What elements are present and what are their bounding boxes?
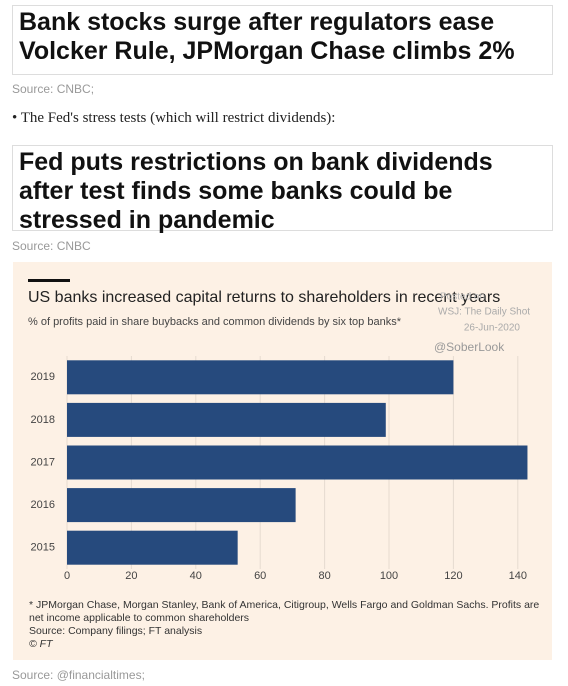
source: Source: @financialtimes; xyxy=(12,668,145,682)
bar xyxy=(67,360,454,395)
chart-panel: US banks increased capital returns to sh… xyxy=(13,262,552,660)
source: Source: CNBC xyxy=(12,239,91,253)
chart-subtitle: % of profits paid in share buybacks and … xyxy=(28,316,402,328)
x-tick-label: 20 xyxy=(125,570,137,582)
x-tick-label: 80 xyxy=(318,570,330,582)
chart-title: US banks increased capital returns to sh… xyxy=(28,289,500,306)
x-tick-label: 60 xyxy=(254,570,266,582)
watermark: Posted on xyxy=(440,292,485,303)
chart: US banks increased capital returns to sh… xyxy=(28,279,530,582)
y-tick-label: 2017 xyxy=(31,456,55,468)
y-tick-label: 2015 xyxy=(31,542,55,554)
x-tick-label: 100 xyxy=(380,570,398,582)
watermark: 26-Jun-2020 xyxy=(464,323,521,334)
bullet-text: The Fed's stress tests (which will restr… xyxy=(20,110,336,126)
headline: Bank stocks surge after regulators ease … xyxy=(12,5,553,75)
bar xyxy=(67,445,528,480)
watermark: WSJ: The Daily Shot xyxy=(438,307,530,318)
bullet-item: • The Fed's stress tests (which will res… xyxy=(12,110,336,126)
headline: Fed puts restrictions on bank dividends … xyxy=(12,145,553,234)
footnote-block: * JPMorgan Chase, Morgan Stanley, Bank o… xyxy=(29,599,544,651)
y-tick-label: 2016 xyxy=(31,499,55,511)
bar xyxy=(67,488,296,523)
x-tick-label: 40 xyxy=(190,570,202,582)
x-tick-label: 0 xyxy=(64,570,70,582)
credit: © FT xyxy=(29,638,53,650)
watermark: @SoberLook xyxy=(434,340,505,354)
y-tick-label: 2019 xyxy=(31,371,55,383)
y-tick-label: 2018 xyxy=(31,414,55,426)
x-tick-label: 120 xyxy=(444,570,462,582)
bar xyxy=(67,402,386,437)
chart-source: Source: Company filings; FT analysis xyxy=(29,625,203,637)
footnote: * JPMorgan Chase, Morgan Stanley, Bank o… xyxy=(29,599,540,624)
bar xyxy=(67,530,238,565)
title-rule xyxy=(28,279,70,282)
source: Source: CNBC; xyxy=(12,82,95,96)
x-tick-label: 140 xyxy=(509,570,527,582)
